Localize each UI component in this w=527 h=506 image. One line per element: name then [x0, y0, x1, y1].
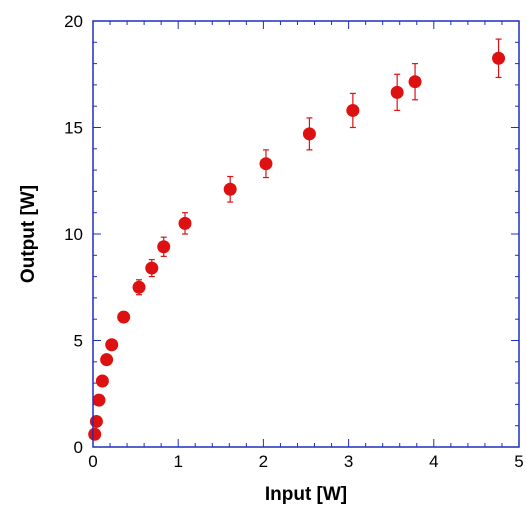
data-marker	[95, 374, 109, 388]
data-marker	[105, 338, 119, 352]
data-points	[88, 38, 506, 441]
y-tick-label: 5	[74, 332, 83, 351]
data-point	[178, 212, 192, 235]
data-point	[105, 338, 119, 352]
data-marker	[92, 393, 106, 407]
data-marker	[390, 85, 404, 99]
y-axis-title: Output [W]	[18, 185, 39, 283]
data-marker	[117, 310, 131, 324]
x-tick-label: 3	[344, 452, 353, 471]
data-point	[92, 393, 106, 407]
data-marker	[408, 75, 422, 89]
x-tick-label: 2	[259, 452, 268, 471]
data-marker	[346, 103, 360, 117]
data-point	[302, 117, 316, 151]
data-marker	[259, 157, 273, 171]
x-tick-label: 5	[514, 452, 523, 471]
x-tick-label: 0	[88, 452, 97, 471]
data-point	[259, 149, 273, 179]
data-point	[145, 258, 159, 278]
data-point	[390, 73, 404, 112]
data-marker	[157, 240, 171, 254]
x-axis-title: Input [W]	[265, 484, 347, 505]
y-tick-label: 15	[64, 119, 83, 138]
data-point	[346, 92, 360, 129]
y-tick-label: 10	[64, 225, 83, 244]
data-marker	[492, 51, 506, 65]
y-tick-label: 0	[74, 438, 83, 457]
data-marker	[100, 353, 114, 367]
data-marker	[223, 182, 237, 196]
x-tick-label: 1	[173, 452, 182, 471]
data-point	[89, 414, 103, 428]
x-tick-label: 4	[429, 452, 438, 471]
data-point	[95, 374, 109, 388]
data-point	[132, 279, 146, 296]
data-point	[117, 310, 131, 324]
data-marker	[178, 216, 192, 230]
data-point	[157, 236, 171, 257]
data-point	[88, 427, 102, 441]
data-marker	[145, 261, 159, 275]
axis-ticks	[92, 20, 520, 448]
data-marker	[88, 427, 102, 441]
data-marker	[302, 127, 316, 141]
y-tick-label: 20	[64, 12, 83, 31]
plot-frame	[92, 20, 520, 448]
data-point	[408, 62, 422, 101]
tick-labels: 0 1 2 3 4 5 0 5 10 15 20	[64, 12, 524, 471]
data-point	[492, 38, 506, 79]
data-point	[223, 175, 237, 203]
data-marker	[132, 280, 146, 294]
data-marker	[89, 414, 103, 428]
data-point	[100, 353, 114, 367]
